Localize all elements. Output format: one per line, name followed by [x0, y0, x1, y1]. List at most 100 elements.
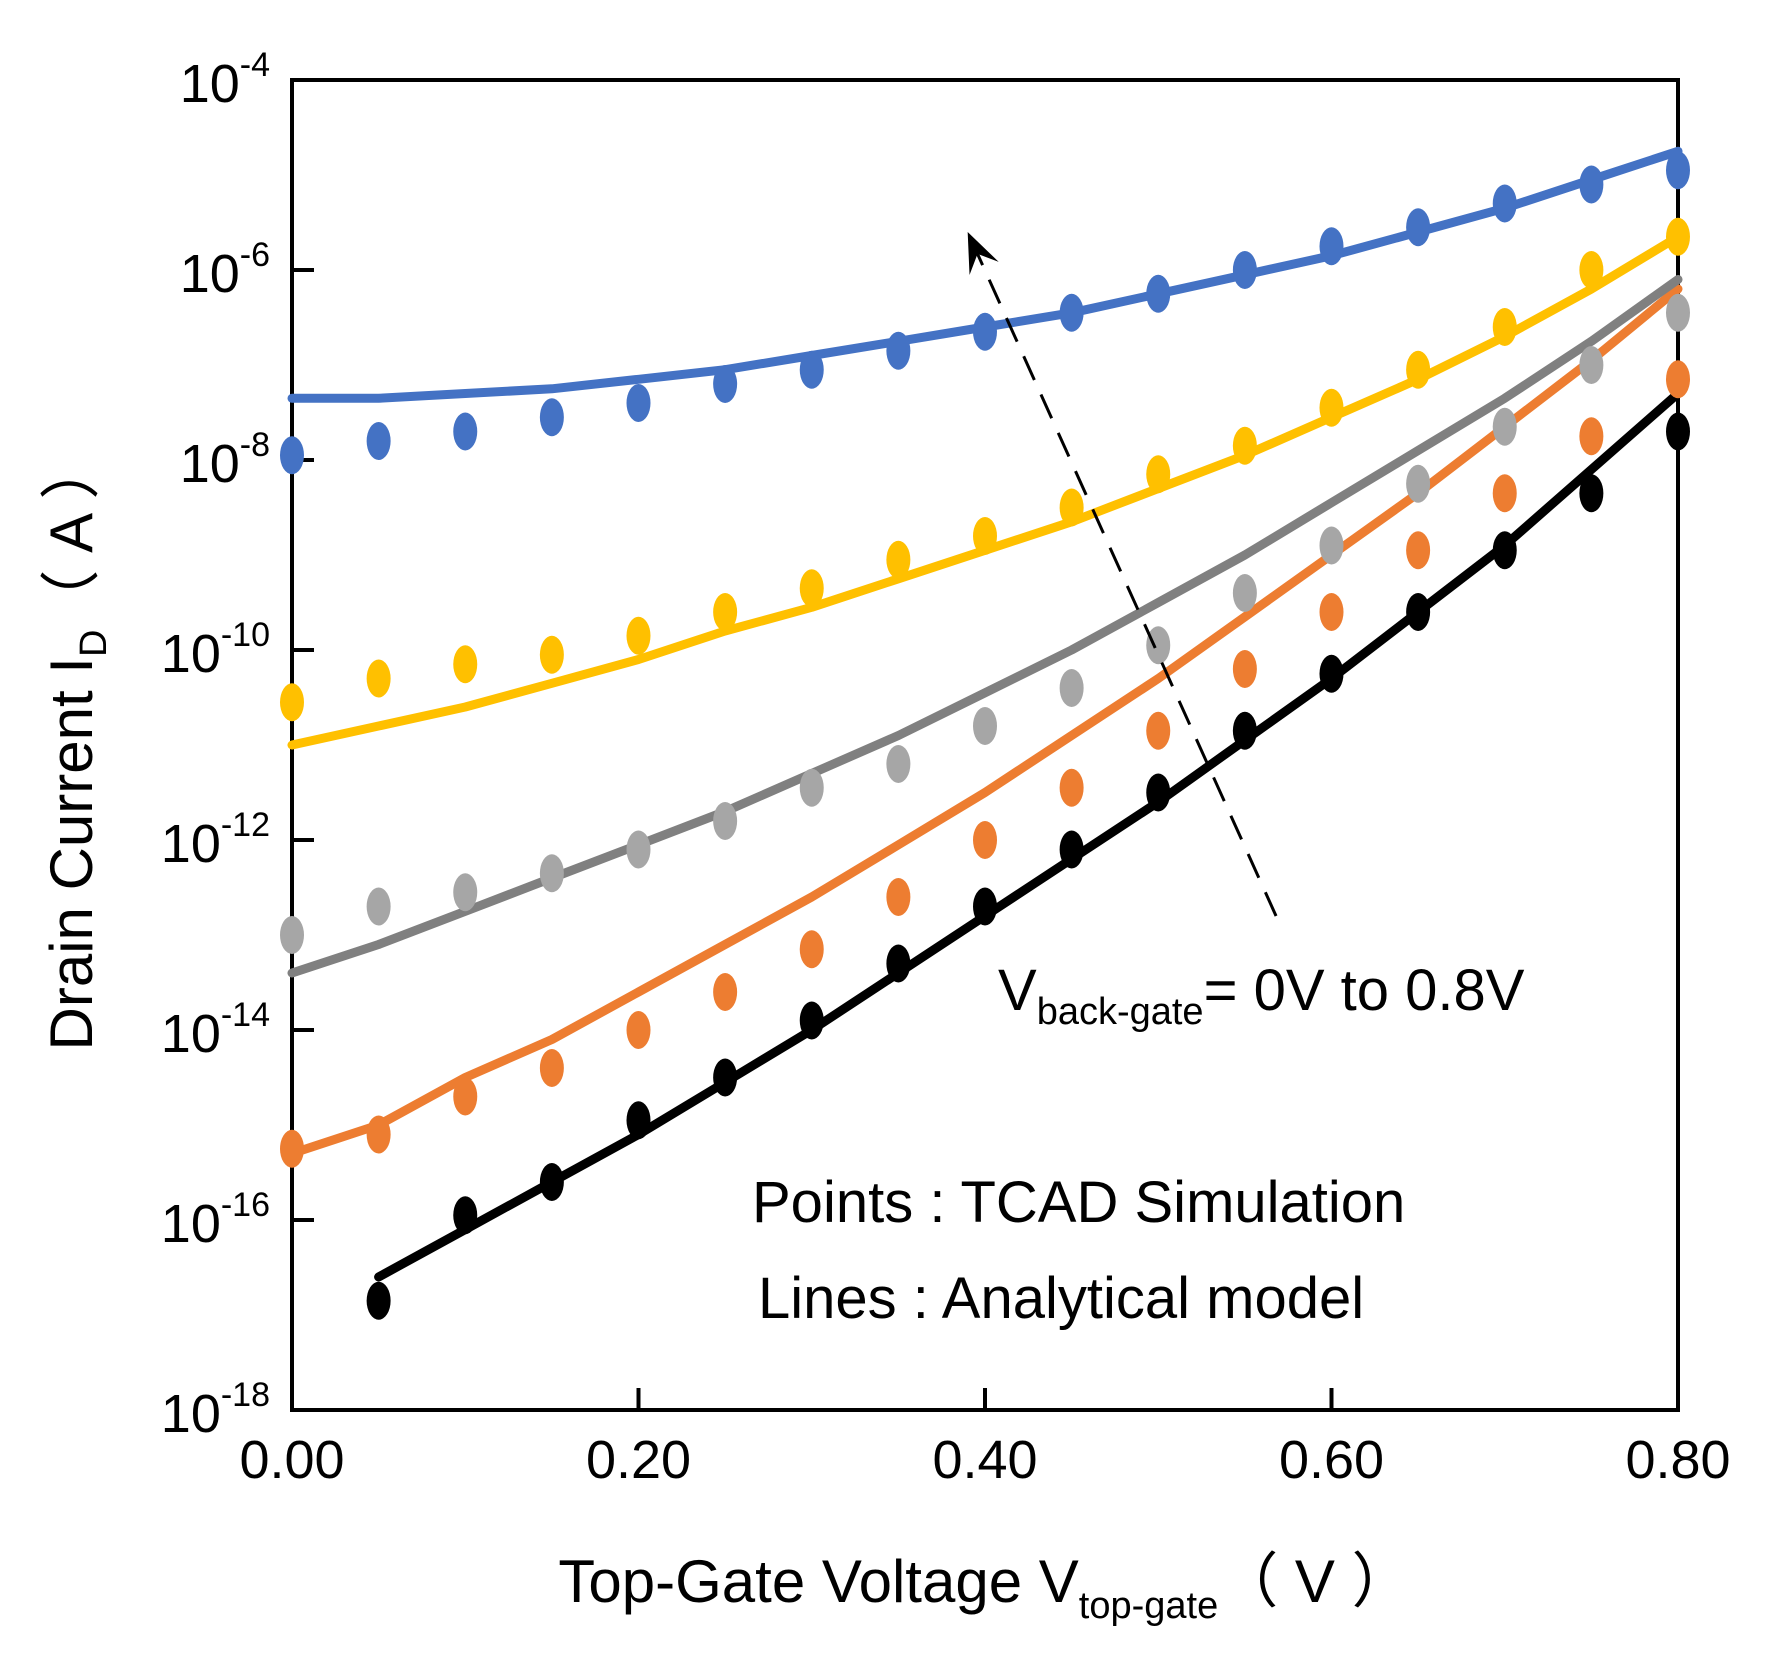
trend-arrow — [966, 231, 1278, 917]
y-tick-base: 10 — [161, 1004, 221, 1064]
y-tick-exponent: -4 — [240, 46, 270, 84]
tcad-point — [1319, 593, 1344, 631]
tcad-point — [1059, 669, 1084, 707]
y-tick-label: 10-18 — [161, 1376, 270, 1444]
tcad-point — [626, 384, 651, 422]
y-tick-label: 10-12 — [161, 806, 270, 874]
tcad-point — [1579, 346, 1604, 384]
points-legend: Points : TCAD Simulation — [752, 1170, 1405, 1235]
tcad-point — [973, 887, 997, 926]
tcad-point — [1666, 151, 1690, 190]
y-tick-label: 10-10 — [161, 616, 270, 684]
tcad-point — [1146, 455, 1171, 494]
x-tick-label: 0.00 — [239, 1430, 344, 1490]
tcad-point — [539, 1163, 564, 1201]
tcad-point — [1406, 350, 1431, 389]
tcad-point — [453, 645, 478, 684]
tcad-point — [1059, 488, 1084, 527]
tcad-point — [713, 593, 738, 631]
tcad-point — [366, 1281, 391, 1320]
tcad-point — [1579, 474, 1604, 513]
y-tick-exponent: -12 — [221, 806, 270, 844]
x-axis-label-main: Top-Gate Voltage V — [558, 1548, 1078, 1615]
tcad-point — [1146, 274, 1171, 313]
tcad-point — [1666, 412, 1690, 451]
tcad-point — [713, 973, 738, 1011]
tcad-point — [886, 745, 911, 783]
tcad-point — [799, 350, 824, 389]
arrow-shaft — [966, 231, 1278, 917]
back-gate-annotation-v: V — [998, 958, 1037, 1023]
y-tick-label: 10-14 — [161, 996, 270, 1064]
tcad-point — [626, 1011, 651, 1049]
tcad-point — [1492, 407, 1517, 446]
tcad-point — [1579, 417, 1604, 456]
tcad-point — [1146, 773, 1171, 812]
tcad-point — [626, 1101, 651, 1140]
tcad-point — [799, 1001, 824, 1040]
y-tick-base: 10 — [161, 624, 221, 684]
y-tick-label: 10-4 — [180, 46, 270, 114]
tcad-point — [1492, 531, 1517, 570]
tcad-point — [713, 802, 738, 840]
y-tick-base: 10 — [161, 1384, 221, 1444]
tcad-point — [1406, 531, 1431, 570]
tcad-point — [1232, 426, 1257, 465]
tcad-points — [280, 151, 1690, 1320]
tcad-point — [366, 1115, 391, 1154]
x-axis-label: Top-Gate Voltage Vtop-gate（ V ） — [558, 1548, 1411, 1627]
y-tick-label: 10-6 — [180, 236, 270, 304]
tcad-point — [453, 412, 478, 451]
y-axis-label-main: Drain Current I — [38, 657, 105, 1050]
y-tick-exponent: -6 — [240, 236, 270, 274]
tcad-point — [1579, 165, 1604, 204]
back-gate-annotation-range: = 0V to 0.8V — [1204, 958, 1525, 1023]
tcad-point — [453, 1077, 478, 1116]
y-tick-base: 10 — [180, 54, 240, 114]
tcad-point — [1319, 227, 1344, 266]
back-gate-annotation-sub: back-gate — [1037, 991, 1204, 1033]
tcad-point — [1406, 593, 1431, 631]
tcad-point — [1406, 464, 1431, 503]
tcad-point — [1319, 388, 1344, 427]
tcad-point — [453, 1196, 478, 1235]
x-axis-label-unit: （ V ） — [1218, 1548, 1411, 1615]
y-axis-label-unit: （ A ） — [38, 440, 105, 630]
back-gate-annotation: Vback-gate= 0V to 0.8V — [998, 958, 1525, 1033]
tcad-point — [1492, 308, 1517, 346]
model-line — [287, 284, 1683, 1158]
y-tick-exponent: -16 — [221, 1186, 270, 1224]
tcad-point — [1666, 217, 1690, 256]
tcad-point — [973, 707, 997, 745]
y-tick-exponent: -10 — [221, 616, 270, 654]
model-line — [374, 389, 1683, 1282]
tcad-point — [1232, 711, 1257, 750]
tcad-point — [799, 930, 824, 969]
tcad-point — [973, 517, 997, 555]
tcad-point — [886, 331, 911, 370]
tcad-point — [1232, 251, 1257, 289]
x-tick-label: 0.60 — [1279, 1430, 1384, 1490]
tcad-point — [1059, 768, 1084, 807]
tcad-point — [539, 635, 564, 674]
x-tick-label: 0.40 — [932, 1430, 1037, 1490]
y-tick-base: 10 — [161, 814, 221, 874]
tcad-point — [539, 1049, 564, 1087]
tcad-point — [1666, 360, 1690, 399]
x-tick-label: 0.80 — [1625, 1430, 1730, 1490]
y-tick-label: 10-8 — [180, 426, 270, 494]
tcad-point — [1232, 574, 1257, 612]
model-line — [287, 146, 1683, 403]
tcad-point — [1319, 654, 1344, 693]
tcad-point — [280, 1129, 304, 1168]
tcad-point — [1666, 293, 1690, 332]
y-tick-label: 10-16 — [161, 1186, 270, 1254]
tcad-point — [280, 436, 304, 475]
tcad-point — [280, 916, 304, 954]
arrow-head — [967, 232, 999, 276]
y-tick-exponent: -14 — [221, 996, 270, 1034]
tcad-point — [973, 821, 997, 859]
y-tick-exponent: -8 — [240, 426, 270, 464]
x-tick-label: 0.20 — [586, 1430, 691, 1490]
tcad-point — [1579, 251, 1604, 289]
